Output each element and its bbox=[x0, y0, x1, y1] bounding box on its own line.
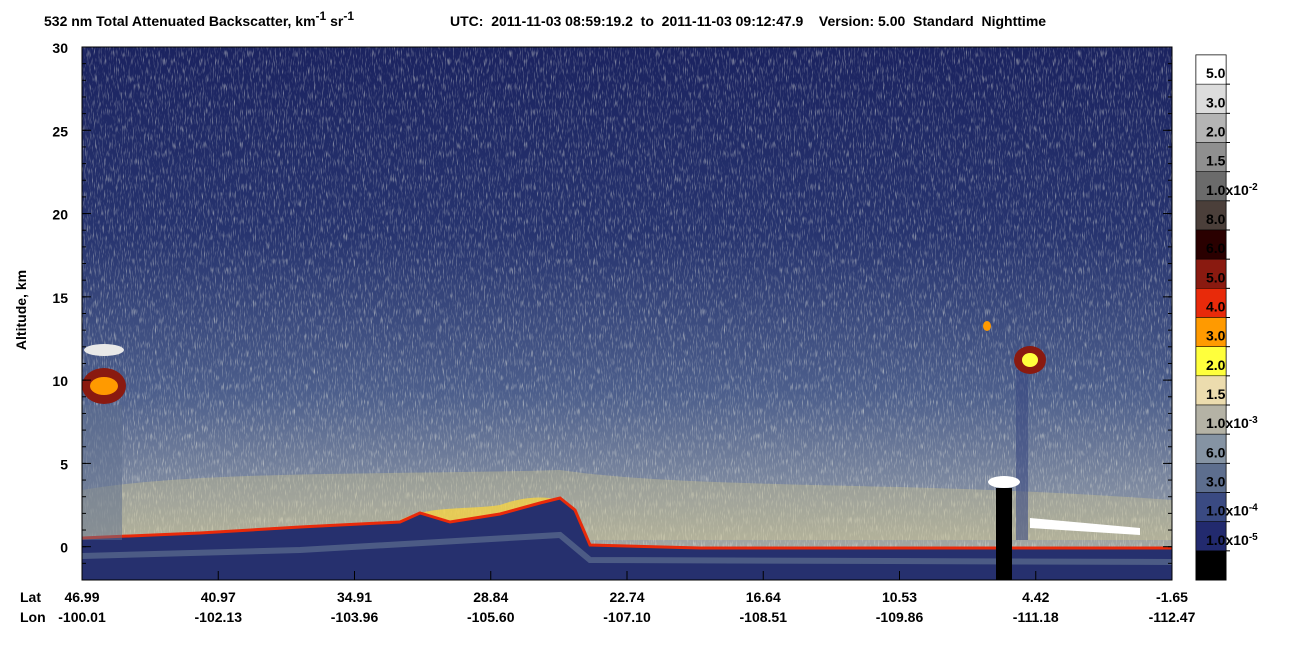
colorbar-label: 2.0 bbox=[1206, 124, 1226, 140]
lon-label: -111.18 bbox=[1013, 609, 1059, 625]
colorbar-label: 1.0x10-3 bbox=[1206, 415, 1258, 431]
lat-label: 4.42 bbox=[1022, 589, 1049, 605]
y-tick-label: 30 bbox=[52, 40, 68, 56]
colorbar-label: 1.5 bbox=[1206, 153, 1226, 169]
lon-label: -103.96 bbox=[331, 609, 379, 625]
aerosol-layer bbox=[82, 470, 1172, 540]
lat-label: 22.74 bbox=[609, 589, 644, 605]
colorbar-label: 1.0x10-5 bbox=[1206, 532, 1258, 548]
subsurface-band bbox=[82, 531, 1172, 565]
y-tick-label: 15 bbox=[52, 290, 68, 306]
y-tick-label: 0 bbox=[60, 540, 68, 556]
colorbar-swatch bbox=[1195, 404, 1227, 435]
title-text: sr bbox=[326, 13, 344, 29]
lon-label: -108.51 bbox=[740, 609, 788, 625]
title-sup: -1 bbox=[343, 9, 354, 23]
colorbar-label: 1.5 bbox=[1206, 386, 1226, 402]
cloud-shadow bbox=[1016, 370, 1028, 540]
lat-label: 10.53 bbox=[882, 589, 917, 605]
backscatter-noise bbox=[82, 47, 1172, 580]
colorbar-label: 8.0 bbox=[1206, 211, 1226, 227]
title-text: 532 nm Total Attenuated Backscatter, km bbox=[44, 13, 316, 29]
colorbar-swatch bbox=[1195, 375, 1227, 406]
colorbar-label: 3.0 bbox=[1206, 474, 1226, 490]
x-row-label: Lat bbox=[20, 589, 41, 605]
colorbar-swatch bbox=[1195, 317, 1227, 347]
colorbar-label-exp: -4 bbox=[1249, 503, 1258, 514]
x-row-label: Lon bbox=[20, 609, 46, 625]
lon-label: -102.13 bbox=[195, 609, 243, 625]
colorbar-label-base: 1.0x10 bbox=[1206, 415, 1249, 431]
lon-label: -100.01 bbox=[58, 609, 106, 625]
lon-label: -105.60 bbox=[467, 609, 515, 625]
lat-label: -1.65 bbox=[1156, 589, 1188, 605]
title-sup: -1 bbox=[316, 9, 327, 23]
cloud bbox=[84, 344, 124, 356]
colorbar-swatch bbox=[1195, 83, 1227, 114]
cloud bbox=[988, 476, 1020, 488]
colorbar-swatch bbox=[1195, 200, 1227, 231]
lon-label: -112.47 bbox=[1149, 609, 1196, 625]
colorbar-label: 2.0 bbox=[1206, 357, 1226, 373]
y-tick-label: 25 bbox=[52, 123, 68, 139]
colorbar-label: 6.0 bbox=[1206, 240, 1226, 256]
cloud bbox=[1022, 353, 1038, 367]
colorbar-swatch bbox=[1195, 288, 1227, 318]
lon-label: -107.10 bbox=[603, 609, 651, 625]
cloud bbox=[1030, 518, 1140, 535]
attenuated-column bbox=[996, 488, 1012, 580]
colorbar-label: 3.0 bbox=[1206, 94, 1226, 110]
y-tick-label: 10 bbox=[52, 373, 68, 389]
colorbar-label-exp: -3 bbox=[1249, 415, 1258, 426]
colorbar-swatch bbox=[1195, 113, 1227, 143]
colorbar-swatch bbox=[1195, 463, 1227, 493]
colorbar-label: 1.0x10-4 bbox=[1206, 503, 1258, 519]
y-axis-label: Altitude, km bbox=[13, 270, 29, 350]
cloud bbox=[90, 377, 118, 395]
colorbar-label: 1.0x10-2 bbox=[1206, 182, 1258, 198]
colorbar-label-base: 1.0x10 bbox=[1206, 503, 1249, 519]
lon-label: -109.86 bbox=[876, 609, 924, 625]
colorbar-swatch bbox=[1195, 142, 1227, 172]
colorbar-label: 6.0 bbox=[1206, 444, 1226, 460]
colorbar-label: 5.0 bbox=[1206, 269, 1226, 285]
lat-label: 16.64 bbox=[746, 589, 781, 605]
colorbar-swatch bbox=[1195, 346, 1227, 377]
cloud bbox=[983, 321, 991, 331]
y-tick-label: 5 bbox=[60, 456, 68, 472]
colorbar-swatch bbox=[1195, 550, 1227, 581]
surface-return bbox=[82, 496, 1172, 550]
y-tick-label: 20 bbox=[52, 207, 68, 223]
lat-label: 46.99 bbox=[64, 589, 99, 605]
colorbar-label-exp: -5 bbox=[1249, 532, 1258, 543]
colorbar-label-exp: -2 bbox=[1249, 182, 1258, 193]
cloud-shadow bbox=[82, 405, 122, 540]
curtain bbox=[82, 47, 1172, 580]
lat-label: 40.97 bbox=[201, 589, 236, 605]
colorbar-label: 5.0 bbox=[1206, 65, 1226, 81]
lat-label: 34.91 bbox=[337, 589, 372, 605]
colorbar-label-base: 1.0x10 bbox=[1206, 182, 1249, 198]
colorbar-swatch bbox=[1195, 521, 1227, 552]
colorbar-label: 3.0 bbox=[1206, 328, 1226, 344]
colorbar-label: 4.0 bbox=[1206, 299, 1226, 315]
chart-subtitle: UTC: 2011-11-03 08:59:19.2 to 2011-11-03… bbox=[450, 13, 1046, 29]
colorbar-label-base: 1.0x10 bbox=[1206, 532, 1249, 548]
lat-label: 28.84 bbox=[473, 589, 508, 605]
chart-title: 532 nm Total Attenuated Backscatter, km-… bbox=[44, 9, 354, 29]
colorbar-swatch bbox=[1195, 492, 1227, 522]
